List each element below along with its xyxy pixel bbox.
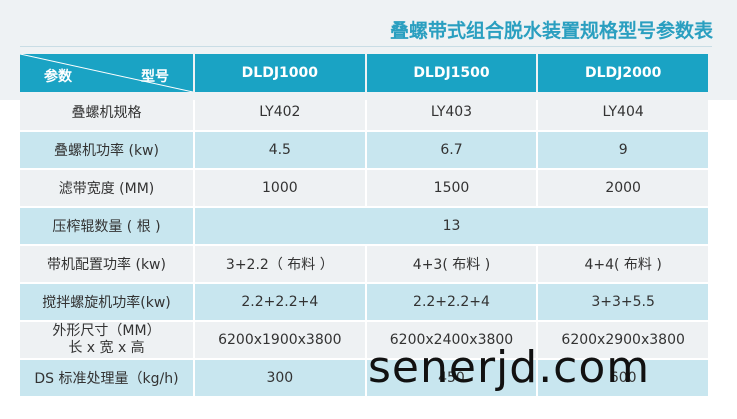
cell: 4+3( 布料 ) [366, 246, 537, 282]
table-row: 滤带宽度 (MM) 1000 1500 2000 [20, 170, 708, 206]
cell: 13 [195, 208, 708, 244]
table-row: 搅拌螺旋机功率(kw) 2.2+2.2+4 2.2+2.2+4 3+3+5.5 [20, 284, 708, 320]
label-line: 外形尺寸（MM） [52, 323, 161, 339]
cell: LY402 [195, 94, 365, 130]
cell: 9 [538, 132, 708, 168]
table-body: 参数 型号 DLDJ1000 DLDJ1500 DLDJ2000 叠螺机规格 LY402 LY… [20, 54, 708, 396]
cell: 4+4( 布料 ) [538, 246, 708, 282]
corner-model: 型号 [141, 69, 169, 85]
row-label: 外形尺寸（MM）长 x 宽 x 高 [20, 322, 193, 358]
row-label: 带机配置功率 (kw) [20, 246, 193, 282]
table-row: 压榨辊数量 ( 根 ) 13 [20, 208, 708, 244]
column-header: DLDJ2000 [538, 54, 708, 92]
table-row: 叠螺机规格 LY402 LY403 LY404 [20, 94, 708, 130]
cell: 4.5 [195, 132, 365, 168]
cell: 2.2+2.2+4 [366, 284, 537, 320]
cell: 1500 [366, 170, 537, 206]
table-row: 带机配置功率 (kw) 3+2.2（ 布料 ） 4+3( 布料 ) 4+4( 布料 ) [20, 246, 708, 282]
column-header: DLDJ1500 [366, 54, 537, 92]
row-label: 搅拌螺旋机功率(kw) [20, 284, 193, 320]
table-row: DS 标准处理量（kg/h) 300 450 600 [20, 360, 708, 396]
table-row: 外形尺寸（MM）长 x 宽 x 高 6200x1900x3800 6200x2400… [20, 322, 708, 358]
cell: 2.2+2.2+4 [195, 284, 365, 320]
spec-table: 参数 型号 DLDJ1000 DLDJ1500 DLDJ2000 叠螺机规格 LY402 LY… [18, 52, 710, 398]
corner-param: 参数 [44, 69, 72, 85]
cell: 6200x2900x3800 [538, 322, 708, 358]
label-line: 长 x 宽 x 高 [68, 340, 145, 356]
row-label: 压榨辊数量 ( 根 ) [20, 208, 193, 244]
cell: LY404 [538, 94, 708, 130]
table-row: 叠螺机功率 (kw) 4.5 6.7 9 [20, 132, 708, 168]
cell: 6200x2400x3800 [366, 322, 537, 358]
watermark: senerjd.com [368, 342, 651, 393]
row-label: 叠螺机功率 (kw) [20, 132, 193, 168]
cell: 600 [538, 360, 708, 396]
cell: 450 [366, 360, 537, 396]
cell: 3+2.2（ 布料 ） [195, 246, 365, 282]
row-label: DS 标准处理量（kg/h) [20, 360, 193, 396]
cell: 300 [195, 360, 365, 396]
title: 叠螺带式组合脱水装置规格型号参数表 [389, 20, 713, 42]
cell: 1000 [195, 170, 365, 206]
header-row: 参数 型号 DLDJ1000 DLDJ1500 DLDJ2000 [20, 54, 708, 92]
cell: 6200x1900x3800 [195, 322, 365, 358]
diagonal [20, 54, 193, 92]
cell: 6.7 [366, 132, 537, 168]
column-header: DLDJ1000 [195, 54, 365, 92]
row-label: 叠螺机规格 [20, 94, 193, 130]
cell: 2000 [538, 170, 708, 206]
cell: LY403 [366, 94, 537, 130]
divider [20, 46, 712, 47]
corner-cell: 参数 型号 [20, 54, 193, 92]
row-label: 滤带宽度 (MM) [20, 170, 193, 206]
cell: 3+3+5.5 [538, 284, 708, 320]
